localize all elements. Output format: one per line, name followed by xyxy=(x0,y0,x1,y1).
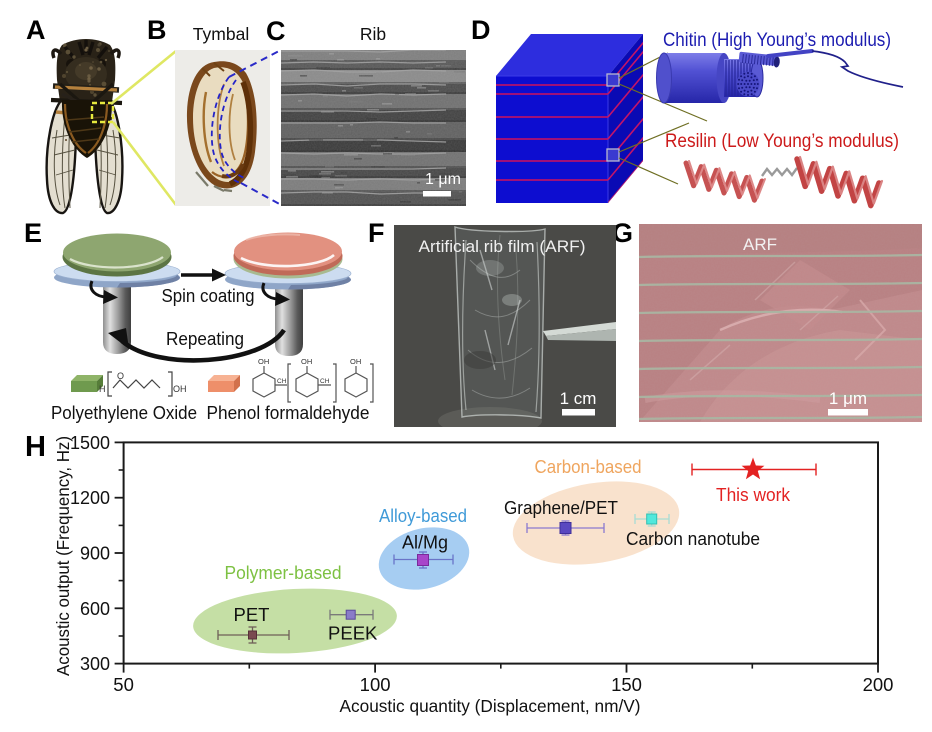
svg-text:H: H xyxy=(99,384,106,394)
svg-text:ARF: ARF xyxy=(743,235,777,254)
svg-text:PEEK: PEEK xyxy=(328,623,378,644)
svg-text:600: 600 xyxy=(80,599,110,619)
svg-text:H: H xyxy=(25,431,46,463)
svg-text:150: 150 xyxy=(611,674,642,695)
svg-text:50: 50 xyxy=(113,674,134,695)
svg-text:Chitin (High Young’s modulus): Chitin (High Young’s modulus) xyxy=(663,29,891,51)
svg-text:1 μm: 1 μm xyxy=(425,171,461,188)
svg-text:CH: CH xyxy=(277,378,287,385)
svg-text:Carbon nanotube: Carbon nanotube xyxy=(626,529,760,549)
svg-text:100: 100 xyxy=(360,674,391,695)
svg-text:Polymer-based: Polymer-based xyxy=(225,563,342,583)
svg-text:OH: OH xyxy=(258,357,269,366)
svg-text:Spin coating: Spin coating xyxy=(162,285,255,306)
svg-text:F: F xyxy=(368,218,385,248)
svg-text:C: C xyxy=(266,16,286,46)
svg-text:Phenol formaldehyde: Phenol formaldehyde xyxy=(207,402,370,423)
svg-text:B: B xyxy=(147,15,167,45)
svg-text:200: 200 xyxy=(863,674,894,695)
svg-text:OH: OH xyxy=(350,357,361,366)
svg-text:Tymbal: Tymbal xyxy=(193,24,249,44)
svg-text:1 μm: 1 μm xyxy=(829,389,867,408)
svg-text:Rib: Rib xyxy=(360,24,386,44)
svg-text:Graphene/PET: Graphene/PET xyxy=(504,498,618,518)
svg-text:D: D xyxy=(471,15,491,45)
svg-text:O: O xyxy=(117,371,124,381)
svg-text:300: 300 xyxy=(80,654,110,674)
svg-text:Acoustic output (Frequency, Hz: Acoustic output (Frequency, Hz) xyxy=(53,436,73,676)
svg-text:Carbon-based: Carbon-based xyxy=(535,457,642,477)
svg-text:Alloy-based: Alloy-based xyxy=(379,506,467,526)
svg-text:900: 900 xyxy=(80,544,110,564)
svg-text:PET: PET xyxy=(234,604,270,625)
svg-text:1200: 1200 xyxy=(70,488,110,508)
svg-text:OH: OH xyxy=(173,384,187,394)
svg-text:This work: This work xyxy=(716,485,791,505)
svg-text:OH: OH xyxy=(301,357,312,366)
svg-text:Repeating: Repeating xyxy=(166,328,244,349)
svg-text:G: G xyxy=(612,218,633,248)
svg-text:CH: CH xyxy=(320,378,330,385)
svg-text:Acoustic quantity (Displacemen: Acoustic quantity (Displacement, nm/V) xyxy=(340,696,641,716)
svg-text:1500: 1500 xyxy=(70,433,110,453)
svg-text:E: E xyxy=(24,218,42,248)
svg-text:Artificial rib film (ARF): Artificial rib film (ARF) xyxy=(419,237,586,256)
svg-text:Polyethylene Oxide: Polyethylene Oxide xyxy=(51,402,197,423)
svg-text:1 cm: 1 cm xyxy=(560,389,597,408)
svg-text:Resilin (Low Young’s modulus): Resilin (Low Young’s modulus) xyxy=(665,130,899,152)
svg-text:A: A xyxy=(26,15,46,45)
svg-text:Al/Mg: Al/Mg xyxy=(402,533,448,553)
